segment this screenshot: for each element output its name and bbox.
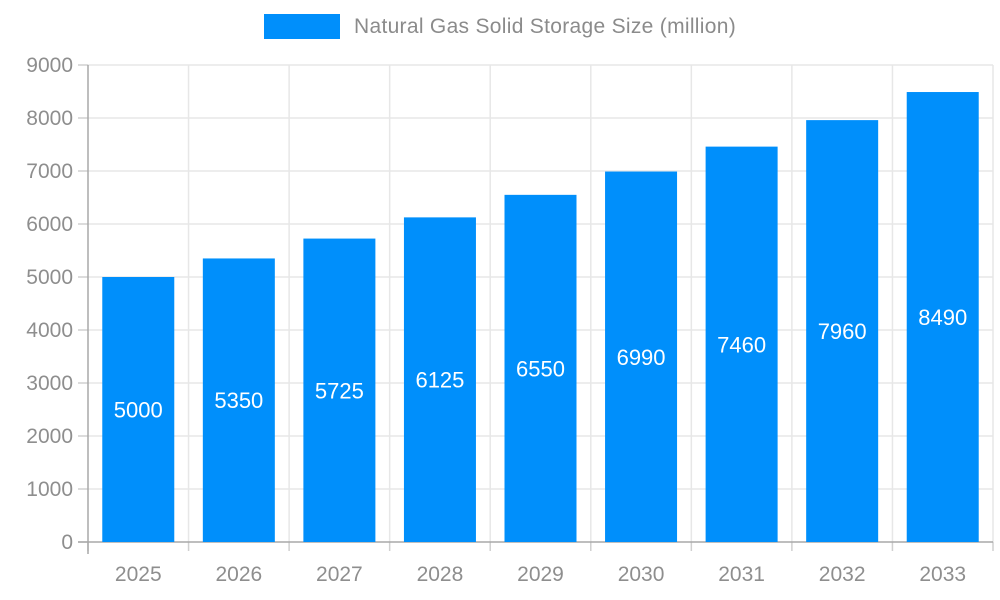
bar-value-label: 7460: [717, 332, 766, 357]
bar-value-label: 6125: [415, 368, 464, 393]
y-axis-label: 4000: [26, 319, 73, 342]
y-axis-label: 8000: [26, 107, 73, 130]
legend-label: Natural Gas Solid Storage Size (million): [354, 14, 736, 38]
y-axis-label: 3000: [26, 372, 73, 395]
bar-value-label: 5725: [315, 378, 364, 403]
bar[interactable]: [102, 277, 175, 542]
y-axis-label: 2000: [26, 425, 73, 448]
bar-value-label: 6550: [516, 356, 565, 381]
bar-value-label: 8490: [918, 305, 967, 330]
x-axis-label: 2030: [618, 563, 665, 586]
x-axis-label: 2031: [718, 563, 765, 586]
x-axis-label: 2026: [215, 563, 262, 586]
y-axis-label: 9000: [26, 54, 73, 77]
legend-item[interactable]: Natural Gas Solid Storage Size (million): [0, 14, 1000, 39]
x-axis-label: 2032: [819, 563, 866, 586]
bar[interactable]: [605, 171, 678, 542]
bar[interactable]: [906, 92, 979, 542]
legend-swatch: [264, 14, 340, 39]
y-axis-label: 0: [61, 531, 73, 554]
bar[interactable]: [303, 238, 376, 542]
bar[interactable]: [504, 194, 577, 542]
x-axis-label: 2028: [417, 563, 464, 586]
y-axis-label: 1000: [26, 478, 73, 501]
y-axis-label: 7000: [26, 160, 73, 183]
y-axis-label: 6000: [26, 213, 73, 236]
bar-value-label: 7960: [818, 319, 867, 344]
bar[interactable]: [403, 217, 476, 542]
x-axis-label: 2033: [919, 563, 966, 586]
y-axis-label: 5000: [26, 266, 73, 289]
bar[interactable]: [806, 120, 879, 543]
bar-value-label: 6990: [617, 345, 666, 370]
bar[interactable]: [202, 258, 275, 542]
bar-value-label: 5350: [214, 388, 263, 413]
bar[interactable]: [705, 146, 778, 542]
x-axis-label: 2025: [115, 563, 162, 586]
x-axis-label: 2029: [517, 563, 564, 586]
bar-value-label: 5000: [114, 398, 163, 423]
x-axis-label: 2027: [316, 563, 363, 586]
